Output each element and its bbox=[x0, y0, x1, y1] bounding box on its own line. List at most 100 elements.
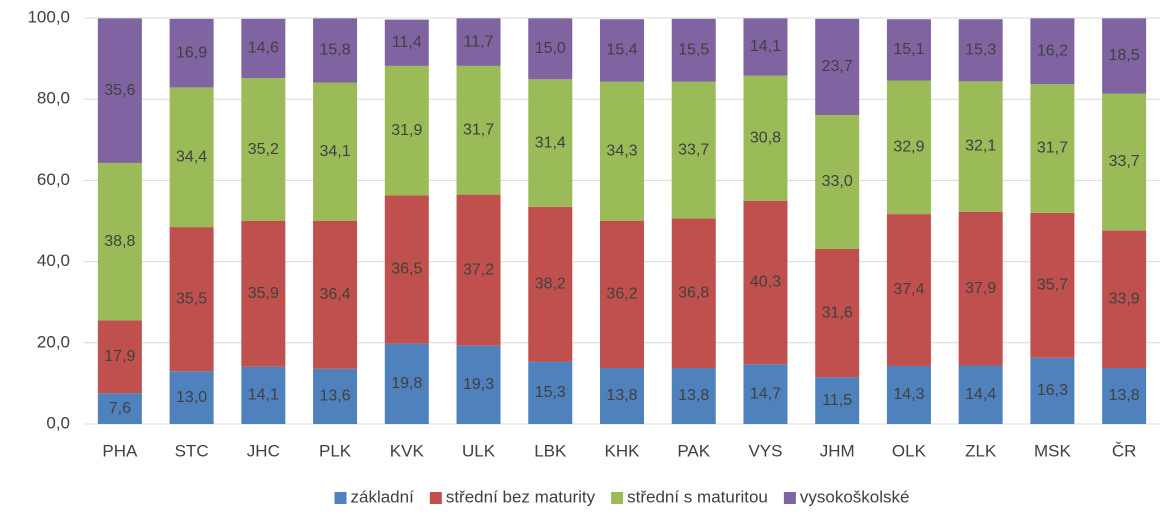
data-label: 31,9 bbox=[391, 122, 422, 139]
bar-segment bbox=[671, 218, 716, 368]
x-tick-label: JHM bbox=[820, 441, 855, 460]
legend-label: střední bez maturity bbox=[446, 487, 596, 506]
data-label: 31,7 bbox=[1037, 140, 1068, 157]
data-label: 38,2 bbox=[535, 276, 566, 293]
bar-segment bbox=[600, 19, 644, 82]
bar-segment bbox=[886, 365, 931, 424]
bar-segment bbox=[241, 18, 286, 79]
data-label: 15,0 bbox=[535, 40, 566, 57]
bar-segment bbox=[313, 82, 358, 221]
x-tick-label: VYS bbox=[748, 441, 782, 460]
bar-segment bbox=[600, 221, 644, 368]
data-label: 18,5 bbox=[1109, 47, 1140, 64]
bar-segment bbox=[456, 194, 501, 346]
data-label: 14,4 bbox=[965, 386, 996, 403]
bar-segment bbox=[528, 18, 573, 80]
bar-segment bbox=[1030, 84, 1075, 213]
data-label: 34,1 bbox=[319, 143, 350, 160]
data-label: 15,3 bbox=[965, 41, 996, 58]
x-tick-label: PHA bbox=[102, 441, 138, 460]
bar-segment bbox=[743, 200, 788, 365]
bar-segment bbox=[958, 81, 1003, 212]
bar-segment bbox=[958, 365, 1003, 424]
data-label: 15,5 bbox=[678, 41, 709, 58]
data-label: 35,6 bbox=[104, 82, 135, 99]
x-tick-label: KHK bbox=[605, 441, 641, 460]
bar-segment bbox=[313, 368, 358, 424]
bar-segment bbox=[456, 345, 501, 424]
data-label: 36,5 bbox=[391, 261, 422, 278]
data-label: 33,7 bbox=[1109, 153, 1140, 170]
legend-swatch bbox=[783, 492, 796, 504]
data-label: 16,2 bbox=[1037, 43, 1068, 60]
data-label: 37,9 bbox=[965, 280, 996, 297]
data-label: 14,1 bbox=[248, 387, 279, 404]
data-label: 31,4 bbox=[535, 134, 566, 151]
data-label: 33,9 bbox=[1109, 290, 1140, 307]
data-label: 14,7 bbox=[750, 385, 781, 402]
bar-segment bbox=[671, 18, 716, 82]
x-tick-label: KVK bbox=[390, 441, 425, 460]
data-label: 11,7 bbox=[464, 33, 494, 50]
x-tick-label: PAK bbox=[677, 441, 710, 460]
legend-swatch bbox=[429, 492, 442, 504]
legend-label: střední s maturitou bbox=[627, 487, 768, 506]
bar-segment bbox=[743, 18, 788, 76]
bar-segment bbox=[456, 65, 501, 195]
bar-segment bbox=[384, 343, 429, 424]
bar-segment bbox=[241, 78, 286, 221]
data-label: 15,4 bbox=[606, 42, 637, 59]
data-label: 16,9 bbox=[176, 44, 207, 61]
bar-segment bbox=[671, 81, 716, 219]
data-label: 23,7 bbox=[822, 58, 853, 75]
data-label: 11,4 bbox=[392, 34, 422, 51]
x-tick-label: ZLK bbox=[965, 441, 997, 460]
data-label: 36,8 bbox=[678, 284, 709, 301]
data-label: 13,8 bbox=[678, 387, 709, 404]
x-tick-label: MSK bbox=[1034, 441, 1072, 460]
x-tick-label: OLK bbox=[892, 441, 927, 460]
bar-segment bbox=[1102, 18, 1147, 94]
data-label: 15,3 bbox=[535, 384, 566, 401]
data-label: 38,8 bbox=[104, 233, 135, 250]
data-label: 32,9 bbox=[893, 139, 924, 156]
data-label: 33,0 bbox=[822, 173, 853, 190]
y-tick-label: 60,0 bbox=[37, 170, 70, 189]
bar-segment bbox=[528, 206, 573, 362]
legend-swatch bbox=[611, 492, 624, 504]
legend-label: vysokoškolské bbox=[800, 487, 910, 506]
bar-segment bbox=[743, 364, 788, 424]
data-label: 37,2 bbox=[463, 261, 494, 278]
bar-segment bbox=[886, 80, 931, 215]
bar-segment bbox=[886, 19, 931, 81]
bar-segment bbox=[169, 371, 214, 424]
data-label: 13,0 bbox=[176, 389, 207, 406]
x-tick-label: STC bbox=[175, 441, 209, 460]
data-label: 32,1 bbox=[965, 138, 996, 155]
bar-segment bbox=[456, 18, 501, 66]
data-label: 35,2 bbox=[248, 141, 279, 158]
data-label: 34,4 bbox=[176, 148, 207, 165]
x-tick-label: PLK bbox=[319, 441, 352, 460]
bar-segment bbox=[528, 79, 573, 207]
bar-segment bbox=[815, 377, 860, 424]
data-label: 17,9 bbox=[104, 348, 135, 365]
bar-segment bbox=[169, 87, 214, 228]
y-tick-label: 0,0 bbox=[46, 413, 70, 432]
data-label: 15,8 bbox=[319, 42, 350, 59]
bar-segment bbox=[1102, 93, 1147, 231]
bar-segment bbox=[384, 195, 429, 344]
bar-segment bbox=[815, 115, 860, 250]
bar-segment bbox=[97, 393, 142, 424]
data-label: 14,1 bbox=[750, 38, 781, 55]
bar-segment bbox=[600, 81, 644, 221]
x-tick-label: LBK bbox=[534, 441, 567, 460]
data-label: 19,3 bbox=[463, 376, 494, 393]
bar-segment bbox=[886, 214, 931, 366]
bar-segment bbox=[671, 367, 716, 424]
bar-segment bbox=[241, 221, 286, 367]
data-label: 36,2 bbox=[606, 286, 637, 303]
data-label: 13,8 bbox=[606, 387, 637, 404]
data-label: 40,3 bbox=[750, 274, 781, 291]
bar-segment bbox=[1030, 212, 1075, 358]
